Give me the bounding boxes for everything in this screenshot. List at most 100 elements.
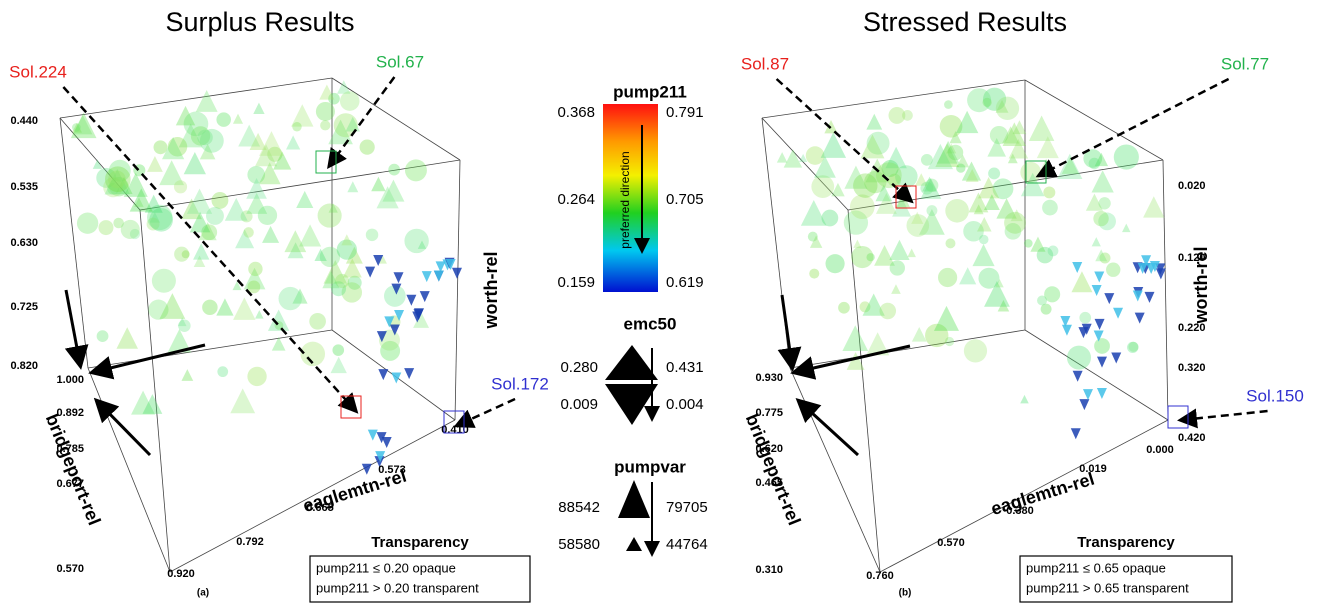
glyph	[938, 267, 958, 288]
glyph	[1061, 156, 1079, 174]
eaglemtn-tick: 0.019	[1079, 463, 1107, 475]
bridgeport-tick: 0.677	[56, 478, 84, 490]
glyph	[217, 366, 229, 378]
glyph	[216, 298, 234, 316]
worth-tick: 0.320	[1178, 362, 1206, 374]
glyph	[186, 188, 213, 214]
glyph	[107, 182, 119, 195]
glyph	[831, 182, 845, 197]
glyph	[1096, 356, 1107, 368]
glyph	[384, 316, 395, 328]
glyph	[413, 312, 430, 328]
glyph	[378, 255, 387, 264]
legend-value: 0.004	[666, 396, 704, 413]
cube-edge	[879, 419, 1169, 573]
glyph	[330, 356, 347, 374]
glyph	[902, 109, 913, 121]
glyph	[412, 311, 423, 323]
glyph	[367, 429, 378, 441]
glyph	[359, 139, 375, 155]
glyph	[123, 172, 148, 197]
highlight-box	[315, 150, 337, 174]
highlight-box	[1025, 160, 1047, 184]
glyph	[96, 330, 109, 343]
glyph	[267, 146, 283, 162]
glyph	[1091, 170, 1114, 193]
callout: Sol.172	[491, 374, 549, 393]
glyph	[332, 344, 345, 356]
cube-edge	[454, 159, 461, 421]
glyph	[174, 246, 190, 262]
glyph	[977, 216, 992, 232]
glyph	[1111, 352, 1122, 364]
glyph	[345, 116, 360, 132]
glyph	[331, 281, 347, 297]
glyph	[183, 111, 209, 137]
glyph	[345, 246, 363, 264]
cube-edge	[331, 77, 461, 161]
glyph	[1113, 307, 1124, 319]
glyph	[320, 120, 331, 131]
worth-tick: 0.120	[1178, 252, 1206, 264]
glyph	[862, 293, 885, 316]
glyph	[881, 160, 899, 178]
glyph	[201, 224, 218, 241]
glyph	[317, 203, 342, 228]
glyph	[944, 336, 955, 347]
glyph	[965, 168, 979, 182]
legend-value: 0.368	[557, 104, 595, 121]
glyph	[1083, 149, 1103, 168]
glyph	[807, 231, 818, 242]
glyph	[967, 88, 992, 113]
color-bar	[603, 104, 658, 292]
transparency-line: pump211 ≤ 0.20 opaque	[316, 560, 456, 575]
panel-title: Stressed Results	[863, 7, 1067, 37]
glyph	[1095, 249, 1108, 262]
glyph	[365, 228, 379, 242]
glyph	[406, 294, 417, 306]
legend-value: 0.280	[560, 359, 598, 376]
glyph	[1146, 262, 1157, 274]
glyph	[1040, 303, 1052, 315]
cube-edge	[761, 117, 849, 211]
glyph	[963, 220, 984, 242]
glyph	[1106, 262, 1121, 277]
glyph	[889, 260, 905, 276]
legend-value: 79705	[666, 499, 708, 516]
glyph	[258, 162, 281, 185]
glyph	[866, 332, 890, 356]
legend-value: 88542	[558, 499, 600, 516]
cone-up	[605, 345, 658, 380]
glyph	[838, 301, 850, 314]
glyph	[892, 197, 912, 217]
glyph	[129, 188, 153, 212]
glyph	[936, 140, 960, 164]
glyph	[404, 159, 427, 182]
glyph	[1137, 262, 1148, 274]
glyph	[341, 282, 363, 303]
glyph	[1132, 290, 1143, 302]
glyph	[800, 200, 827, 226]
glyph	[181, 198, 202, 220]
glyph	[361, 463, 372, 475]
glyph	[875, 184, 893, 202]
panel: Stressed Results 0.020 0.120 0.220 0.320 0.42…	[741, 7, 1304, 603]
glyph	[153, 140, 168, 155]
glyph	[198, 222, 217, 241]
glyph	[888, 107, 906, 124]
worth-tick: 0.630	[10, 237, 38, 249]
legend-value: 0.159	[557, 274, 595, 291]
glyph	[1141, 255, 1152, 267]
glyph	[109, 177, 129, 197]
worth-label: worth-rel	[481, 251, 501, 329]
glyph	[335, 273, 350, 289]
glyph	[988, 167, 1001, 180]
glyph	[1082, 389, 1093, 401]
glyph	[1066, 345, 1091, 370]
glyph	[129, 228, 141, 240]
transparency-title: Transparency	[371, 534, 469, 551]
glyph	[866, 253, 875, 262]
glyph	[248, 261, 263, 277]
glyph	[989, 125, 1009, 145]
